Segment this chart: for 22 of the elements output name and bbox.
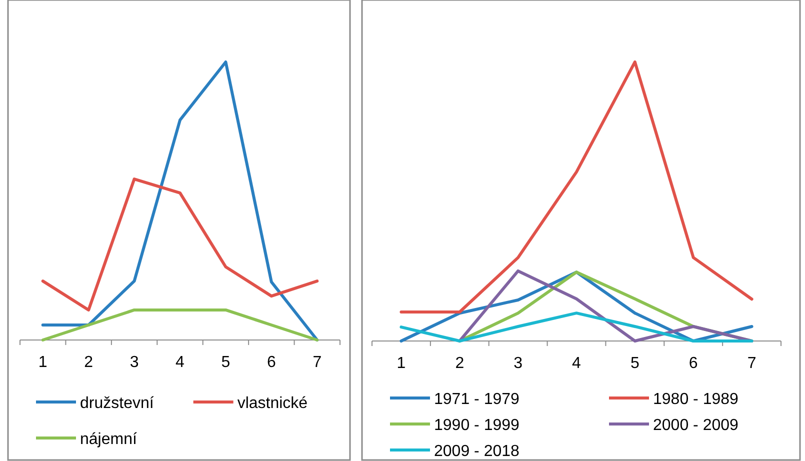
x-tick-label: 4 <box>572 355 582 372</box>
legend-label: 1971 - 1979 <box>434 391 520 408</box>
legend-label: družstevní <box>80 395 154 412</box>
x-tick-label: 1 <box>38 354 48 371</box>
legend-label: vlastnické <box>237 395 308 412</box>
x-tick-label: 6 <box>688 355 698 372</box>
legend-label: nájemní <box>80 431 138 448</box>
x-tick-label: 1 <box>396 355 406 372</box>
x-tick-label: 4 <box>176 354 185 371</box>
x-tick-label: 2 <box>84 354 94 371</box>
legend-label: 2000 - 2009 <box>653 417 739 434</box>
legend-label: 1980 - 1989 <box>653 391 739 408</box>
legend-label: 1990 - 1999 <box>434 417 520 434</box>
x-tick-label: 5 <box>630 355 640 372</box>
x-tick-label: 3 <box>130 354 139 371</box>
x-tick-label: 7 <box>312 354 322 371</box>
x-tick-label: 3 <box>514 355 523 372</box>
x-tick-label: 2 <box>455 355 464 372</box>
x-tick-label: 6 <box>266 354 276 371</box>
legend-label: 2009 - 2018 <box>434 443 520 460</box>
x-tick-label: 7 <box>747 355 756 372</box>
x-tick-label: 5 <box>221 354 230 371</box>
